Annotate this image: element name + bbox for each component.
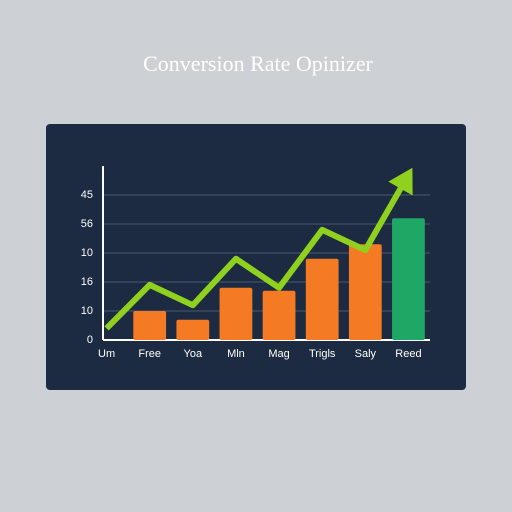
y-tick-label: 10 — [81, 305, 93, 317]
trend-line — [104, 173, 412, 331]
x-tick-label: Um — [98, 348, 115, 360]
chart-title: Conversion Rate Opinizer — [143, 51, 373, 76]
bar — [219, 287, 253, 340]
bar — [392, 218, 425, 340]
x-tick-label: Trigls — [309, 348, 336, 360]
y-tick-label: 10 — [81, 247, 93, 259]
y-tick-label: 0 — [87, 334, 93, 346]
y-tick-label: 56 — [81, 218, 93, 230]
y-tick-label: 16 — [81, 276, 93, 288]
x-tick-label: Saly — [355, 348, 377, 360]
trend-arrow-head — [388, 167, 413, 196]
bar — [133, 311, 167, 340]
bar — [262, 290, 296, 340]
bar — [348, 244, 382, 340]
bar — [176, 319, 210, 340]
x-tick-label: Mln — [227, 348, 245, 360]
x-tick-label: Reed — [395, 348, 421, 360]
x-tick-label: Mag — [268, 348, 289, 360]
x-tick-label: Free — [138, 348, 161, 360]
y-tick-label: 45 — [81, 189, 93, 201]
x-tick-label: Yoa — [184, 348, 203, 360]
bar — [305, 258, 339, 340]
